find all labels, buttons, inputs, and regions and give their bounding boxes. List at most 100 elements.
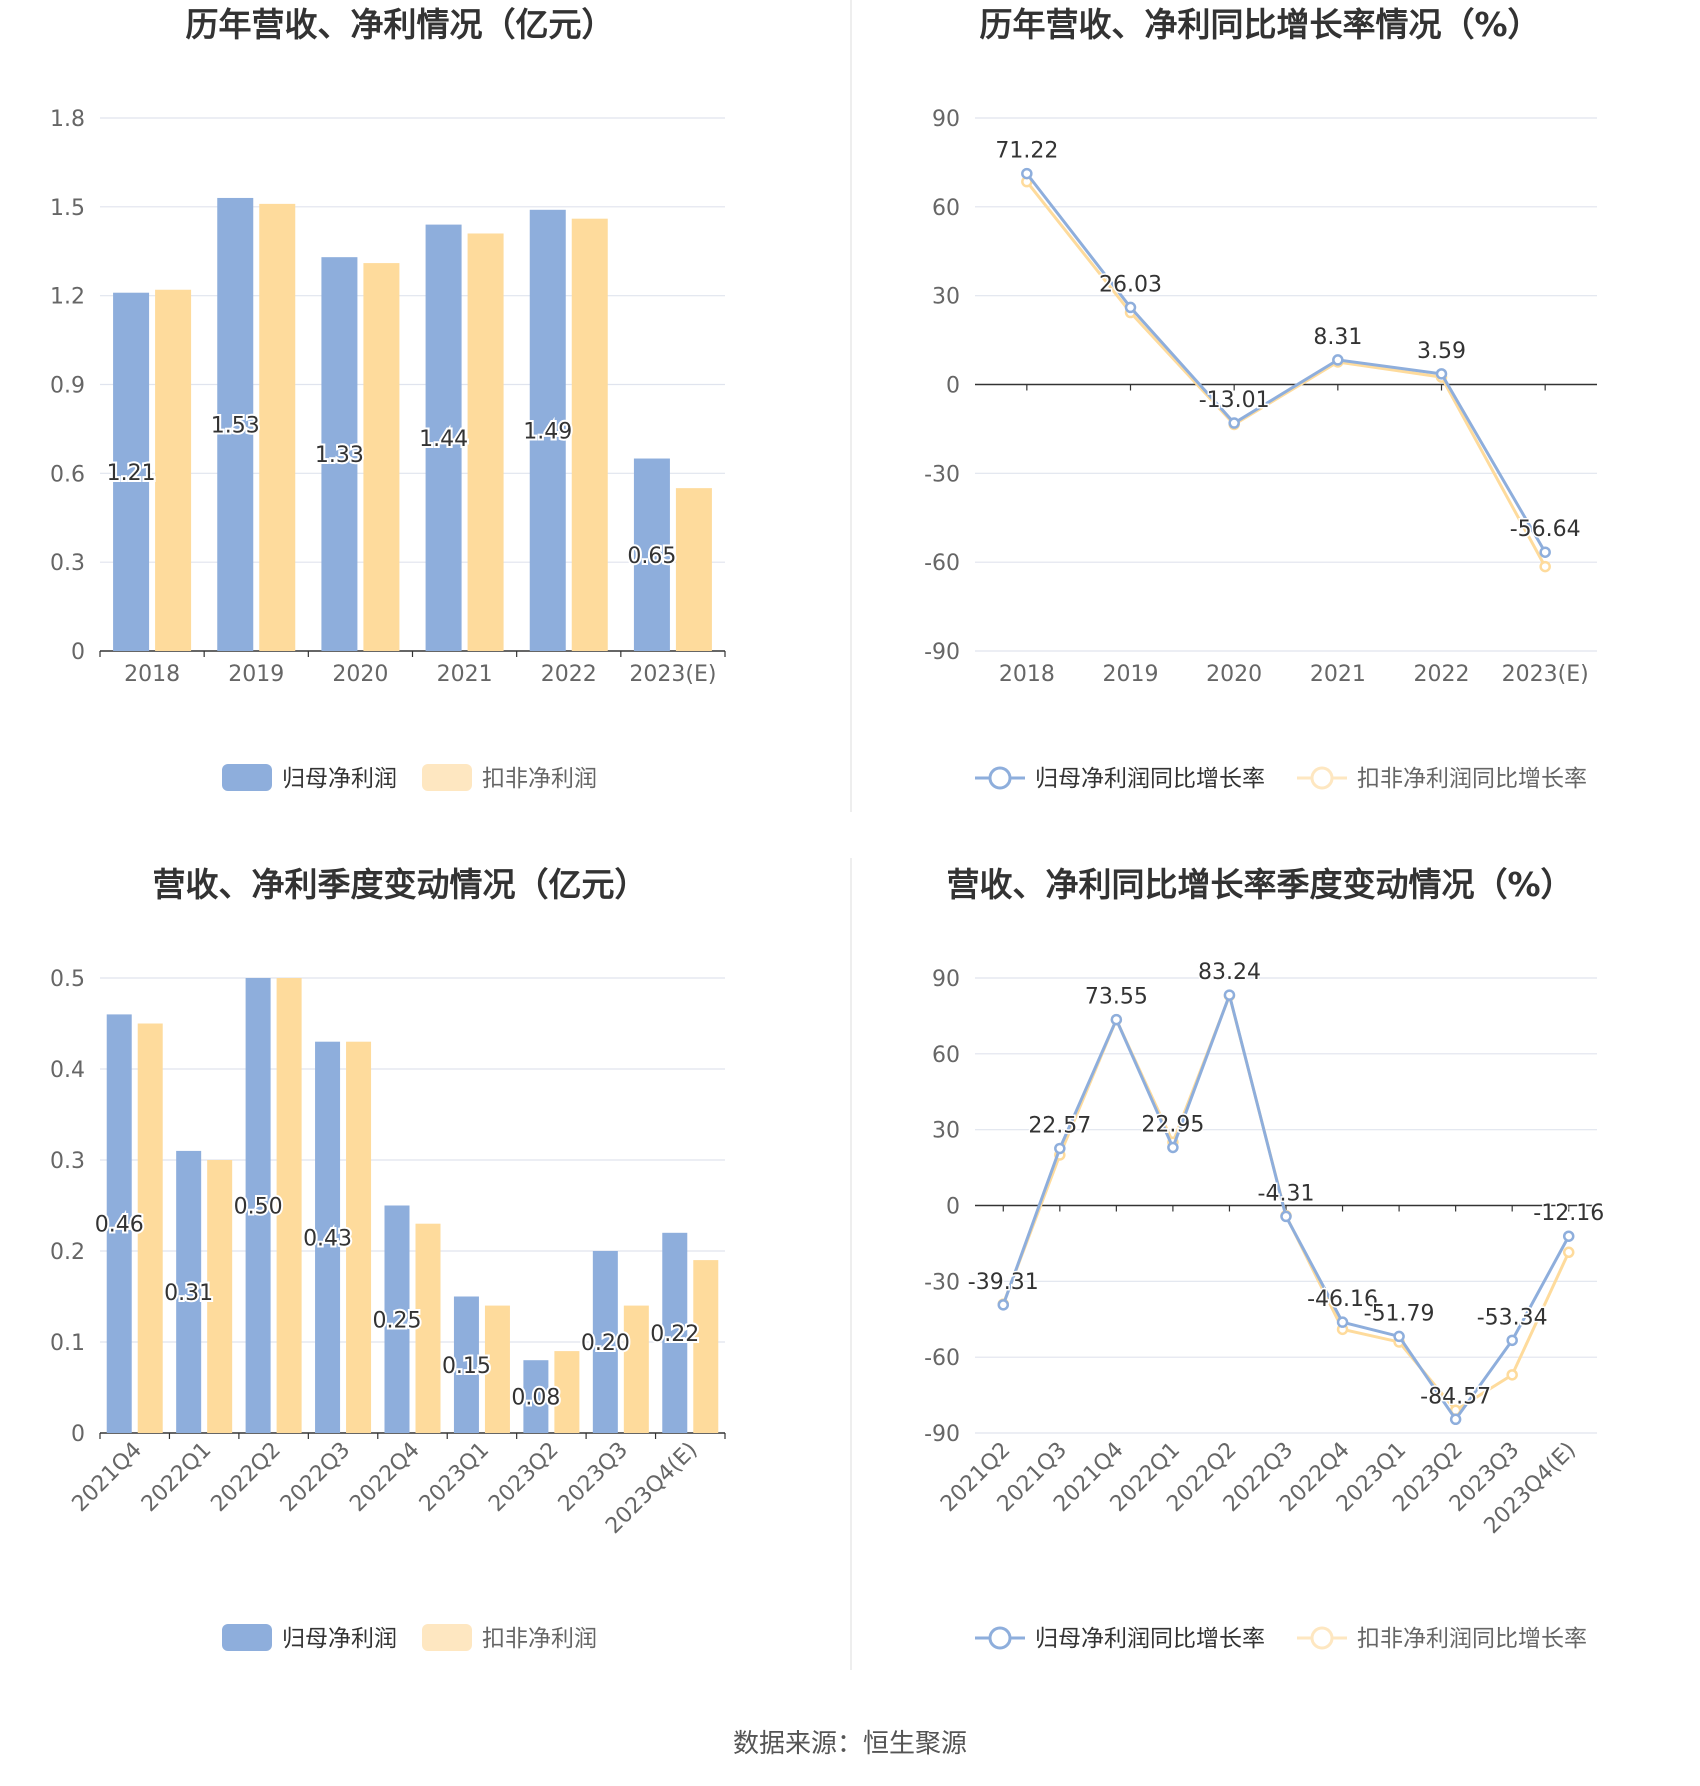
- x-tick-label: 2023Q2: [484, 1438, 563, 1517]
- x-tick-label: 2020: [332, 662, 388, 687]
- point-parent-growth: [1336, 1316, 1349, 1328]
- chart-title: 历年营收、净利情况（亿元）: [186, 5, 615, 44]
- bar-deducted-net-profit: [155, 289, 192, 651]
- y-tick-label: 0.1: [50, 1331, 85, 1356]
- legend-label: 扣非净利润: [482, 1626, 597, 1652]
- legend-label: 归母净利润同比增长率: [1035, 766, 1265, 792]
- x-tick-label: 2021: [437, 662, 493, 687]
- bar-deducted-net-profit: [137, 1023, 163, 1433]
- y-tick-label: 0.2: [50, 1240, 85, 1265]
- bar-parent-net-profit: [425, 224, 462, 651]
- x-tick-label: 2020: [1206, 662, 1262, 687]
- bar-data-label: 0.20: [581, 1331, 630, 1356]
- bar-data-label: 0.31: [164, 1281, 213, 1306]
- x-tick-label: 2021: [1310, 662, 1366, 687]
- line-data-label: -53.34: [1477, 1305, 1548, 1330]
- y-tick-label: 0.3: [50, 551, 85, 576]
- legend-swatch-deducted: [422, 1624, 472, 1651]
- bar-deducted-net-profit: [623, 1305, 649, 1433]
- bar-data-label: 0.22: [650, 1322, 699, 1347]
- y-tick-label: 0.9: [50, 374, 85, 399]
- x-tick-label: 2019: [228, 662, 284, 687]
- legend-label: 扣非净利润同比增长率: [1357, 766, 1587, 792]
- y-tick-label: 0: [71, 1422, 85, 1447]
- point-deducted-growth: [1562, 1246, 1575, 1259]
- y-tick-label: -90: [924, 1422, 960, 1447]
- legend-marker-parent: [988, 766, 1012, 790]
- legend-marker-deducted: [1310, 1626, 1334, 1650]
- y-tick-label: 90: [932, 107, 960, 132]
- line-data-label: 22.95: [1141, 1112, 1204, 1137]
- bar-parent-net-profit: [113, 292, 150, 651]
- y-tick-label: 60: [932, 196, 960, 221]
- bar-deducted-net-profit: [415, 1223, 441, 1433]
- bar-data-label: 1.21: [107, 461, 156, 486]
- point-parent-growth: [1332, 354, 1344, 366]
- line-data-label: 73.55: [1085, 985, 1148, 1010]
- bar-parent-net-profit: [315, 1041, 341, 1433]
- x-tick-label: 2023(E): [1502, 662, 1589, 687]
- bar-deducted-net-profit: [346, 1041, 372, 1433]
- x-tick-label: 2022Q4: [345, 1438, 424, 1517]
- point-parent-growth: [1280, 1210, 1292, 1223]
- y-tick-label: 1.8: [50, 107, 85, 132]
- bar-parent-net-profit: [384, 1205, 410, 1433]
- line-data-label: -46.16: [1307, 1287, 1378, 1312]
- data-source: 数据来源：恒生聚源: [733, 1729, 967, 1759]
- bar-data-label: 0.25: [373, 1308, 422, 1333]
- line-data-label: -39.31: [968, 1270, 1039, 1295]
- y-tick-label: 30: [932, 285, 960, 310]
- bar-deducted-net-profit: [276, 978, 302, 1433]
- line-data-label: -4.31: [1258, 1181, 1315, 1206]
- bar-data-label: 0.08: [511, 1386, 560, 1411]
- point-parent-growth: [1393, 1330, 1405, 1343]
- point-parent-growth: [1562, 1230, 1575, 1242]
- bar-parent-net-profit: [453, 1296, 479, 1433]
- bar-data-label: 0.50: [234, 1195, 283, 1220]
- point-parent-growth: [997, 1299, 1010, 1311]
- bar-data-label: 0.46: [95, 1213, 144, 1238]
- bar-parent-net-profit: [245, 978, 271, 1433]
- y-tick-label: 60: [932, 1043, 960, 1068]
- line-data-label: -51.79: [1364, 1301, 1435, 1326]
- y-tick-label: 0.4: [50, 1058, 85, 1083]
- point-parent-growth: [1054, 1142, 1066, 1155]
- point-deducted-growth: [1506, 1369, 1518, 1381]
- bar-deducted-net-profit: [693, 1260, 719, 1433]
- legend-swatch-deducted: [422, 764, 472, 791]
- legend-marker-parent: [988, 1626, 1012, 1650]
- line-data-label: 26.03: [1099, 272, 1162, 297]
- bar-data-label: 1.49: [523, 419, 572, 444]
- y-tick-label: 0: [946, 374, 960, 399]
- y-tick-label: 0.5: [50, 967, 85, 992]
- legend-label: 扣非净利润: [482, 766, 597, 792]
- bar-data-label: 1.53: [211, 413, 260, 438]
- point-parent-growth: [1167, 1141, 1179, 1154]
- line-deducted-growth: [1025, 180, 1547, 568]
- x-tick-label: 2022Q3: [276, 1438, 355, 1517]
- line-data-label: 3.59: [1417, 339, 1466, 364]
- point-parent-growth: [1506, 1334, 1518, 1347]
- point-parent-growth: [1021, 167, 1033, 180]
- legend-label: 归母净利润: [282, 1626, 397, 1652]
- legend-label: 归母净利润: [282, 766, 397, 792]
- y-tick-label: -90: [924, 640, 960, 665]
- x-tick-label: 2023(E): [629, 662, 716, 687]
- y-tick-label: 0: [71, 640, 85, 665]
- quarterly-profit-bar-chart: 营收、净利季度变动情况（亿元）00.10.20.30.40.52021Q4202…: [50, 865, 726, 1652]
- bar-parent-net-profit: [662, 1232, 688, 1433]
- bar-parent-net-profit: [106, 1014, 132, 1433]
- bar-data-label: 1.33: [315, 443, 364, 468]
- bar-data-label: 0.65: [627, 544, 676, 569]
- point-deducted-growth: [1539, 560, 1551, 573]
- line-data-label: 8.31: [1313, 325, 1362, 350]
- y-tick-label: 0: [946, 1195, 960, 1220]
- y-tick-label: 30: [932, 1119, 960, 1144]
- line-data-label: 71.22: [995, 139, 1058, 164]
- bar-parent-net-profit: [523, 1360, 549, 1433]
- bar-parent-net-profit: [176, 1150, 202, 1433]
- x-tick-label: 2022: [1414, 662, 1470, 687]
- y-tick-label: -30: [924, 1270, 960, 1295]
